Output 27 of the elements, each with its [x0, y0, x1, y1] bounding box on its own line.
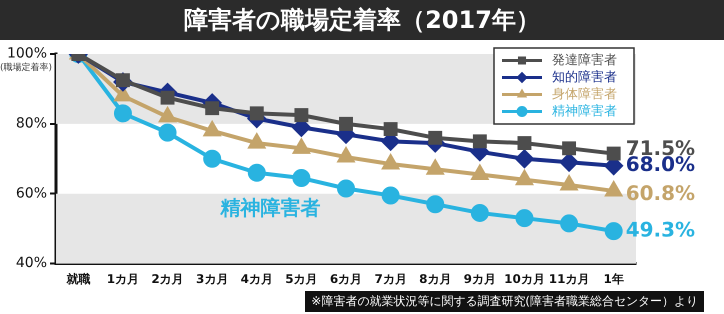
legend-label: 身体障害者	[552, 86, 617, 102]
legend-label: 知的障害者	[552, 68, 617, 85]
annotation: 精神障害者	[220, 195, 321, 220]
data-label: 49.3%	[626, 217, 696, 242]
y-tick-label: 80%	[16, 116, 48, 132]
x-tick-label: 10カ月	[504, 272, 545, 286]
x-tick-label: 1カ月	[106, 272, 140, 286]
y-tick-label: 40%	[16, 255, 48, 272]
x-tick-label: 8カ月	[419, 272, 452, 286]
x-tick-label: 5カ月	[285, 272, 318, 286]
x-tick-label: 11カ月	[548, 272, 590, 286]
x-tick-label: 7カ月	[374, 272, 407, 286]
y-axis-title: (職場定着率)	[0, 62, 52, 73]
x-tick-label: 4カ月	[240, 272, 273, 286]
legend-label: 精神障害者	[552, 102, 617, 119]
x-tick-label: 1年	[604, 272, 624, 286]
y-tick-label: 100%	[6, 46, 48, 62]
x-tick-label: 2カ月	[151, 272, 184, 286]
y-tick-label: 60%	[16, 185, 48, 202]
data-label: 60.8%	[626, 181, 696, 206]
x-tick-label: 就職	[65, 272, 90, 286]
x-tick-label: 9カ月	[464, 272, 496, 286]
legend-label: 発達障害者	[552, 52, 617, 68]
x-tick-label: 3カ月	[196, 272, 228, 286]
x-tick-label: 6カ月	[330, 272, 362, 286]
chart-title: 障害者の職場定着率（2017年）	[0, 0, 724, 40]
text: ※障害者の就業状況等に関する調査研究(障害者職業総合センター）より	[305, 291, 704, 312]
